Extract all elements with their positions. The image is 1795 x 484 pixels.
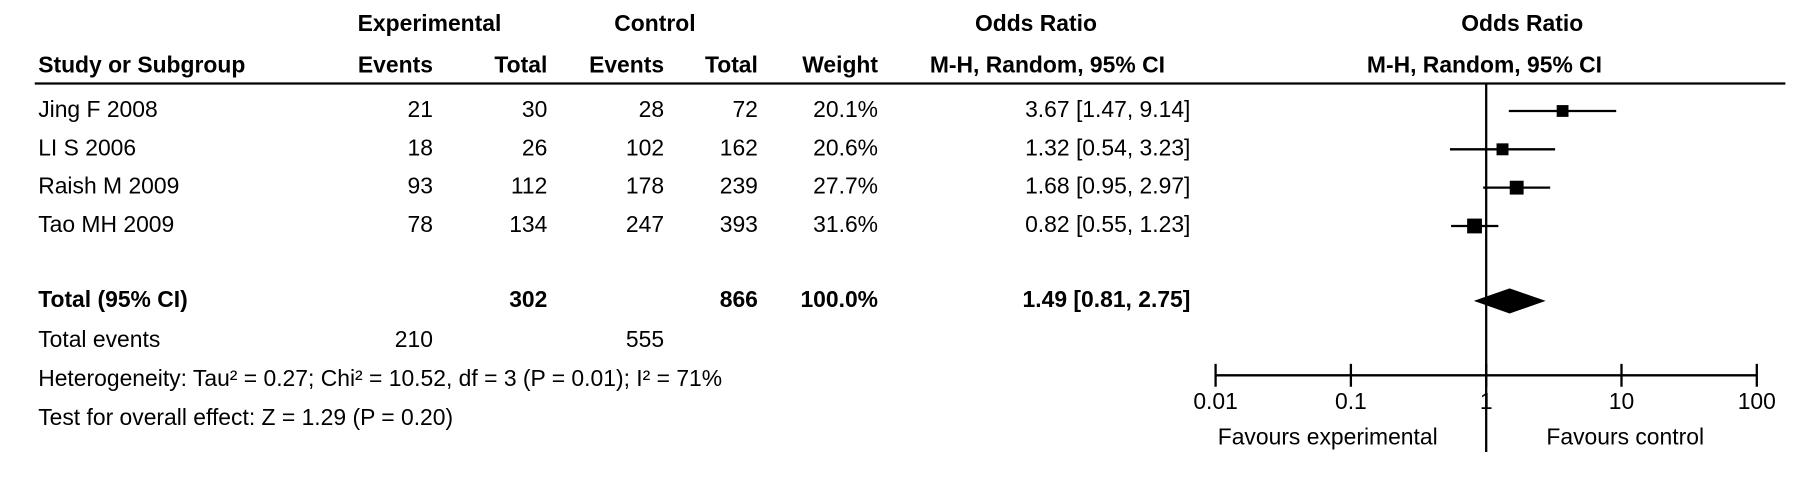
x-tick-label: 100 — [1738, 388, 1776, 414]
study-name: LI S 2006 — [38, 134, 136, 160]
study-square — [1556, 105, 1569, 117]
cell: 210 — [395, 326, 433, 352]
study-name: Tao MH 2009 — [38, 211, 174, 237]
cell: 18 — [407, 134, 432, 160]
header: Control — [614, 10, 695, 36]
cell: 555 — [626, 326, 664, 352]
cell: 27.7% — [813, 173, 878, 199]
study-square — [1509, 180, 1524, 195]
note: Test for overall effect: Z = 1.29 (P = 0… — [38, 404, 453, 430]
cell: 26 — [522, 134, 547, 160]
cell: 1.68 [0.95, 2.97] — [1025, 173, 1190, 199]
total-name: Total (95% CI) — [38, 286, 188, 312]
cell: 20.1% — [813, 96, 878, 122]
x-tick-label: 1 — [1480, 388, 1493, 414]
x-tick-label: 0.1 — [1335, 388, 1367, 414]
header: Total — [494, 51, 547, 77]
cell: 72 — [732, 96, 757, 122]
cell: 28 — [639, 96, 664, 122]
header: Odds Ratio — [975, 10, 1097, 36]
cell: 866 — [720, 286, 758, 312]
x-label: Favours experimental — [1218, 423, 1438, 449]
cell: 100.0% — [800, 286, 878, 312]
note: Heterogeneity: Tau² = 0.27; Chi² = 10.52… — [38, 365, 722, 391]
study-square — [1467, 218, 1482, 234]
cell: 162 — [720, 134, 758, 160]
header: Study or Subgroup — [38, 51, 245, 77]
total-diamond — [1473, 288, 1546, 314]
cell: 102 — [626, 134, 664, 160]
label: Total events — [38, 326, 160, 352]
header: Experimental — [358, 10, 502, 36]
header: Events — [589, 51, 664, 77]
cell: 20.6% — [813, 134, 878, 160]
cell: 31.6% — [813, 211, 878, 237]
cell: 393 — [720, 211, 758, 237]
cell: 78 — [407, 211, 432, 237]
cell: 21 — [407, 96, 432, 122]
cell: 30 — [522, 96, 547, 122]
cell: 3.67 [1.47, 9.14] — [1025, 96, 1190, 122]
cell: 247 — [626, 211, 664, 237]
study-square — [1496, 143, 1509, 156]
header: M-H, Random, 95% CI — [1367, 51, 1602, 77]
header: Total — [705, 51, 758, 77]
study-name: Jing F 2008 — [38, 96, 158, 122]
cell: 1.32 [0.54, 3.23] — [1025, 134, 1190, 160]
cell: 302 — [509, 286, 547, 312]
header: M-H, Random, 95% CI — [930, 51, 1165, 77]
x-tick-label: 0.01 — [1193, 388, 1238, 414]
cell: 239 — [720, 173, 758, 199]
cell: 134 — [509, 211, 547, 237]
study-name: Raish M 2009 — [38, 173, 179, 199]
cell: 178 — [626, 173, 664, 199]
x-tick-label: 10 — [1609, 388, 1634, 414]
header: Odds Ratio — [1461, 10, 1583, 36]
cell: 112 — [511, 173, 547, 199]
x-label: Favours control — [1546, 423, 1704, 449]
header: Weight — [802, 51, 878, 77]
cell: 93 — [407, 173, 432, 199]
header: Events — [358, 51, 433, 77]
cell: 1.49 [0.81, 2.75] — [1023, 286, 1191, 312]
cell: 0.82 [0.55, 1.23] — [1025, 211, 1190, 237]
